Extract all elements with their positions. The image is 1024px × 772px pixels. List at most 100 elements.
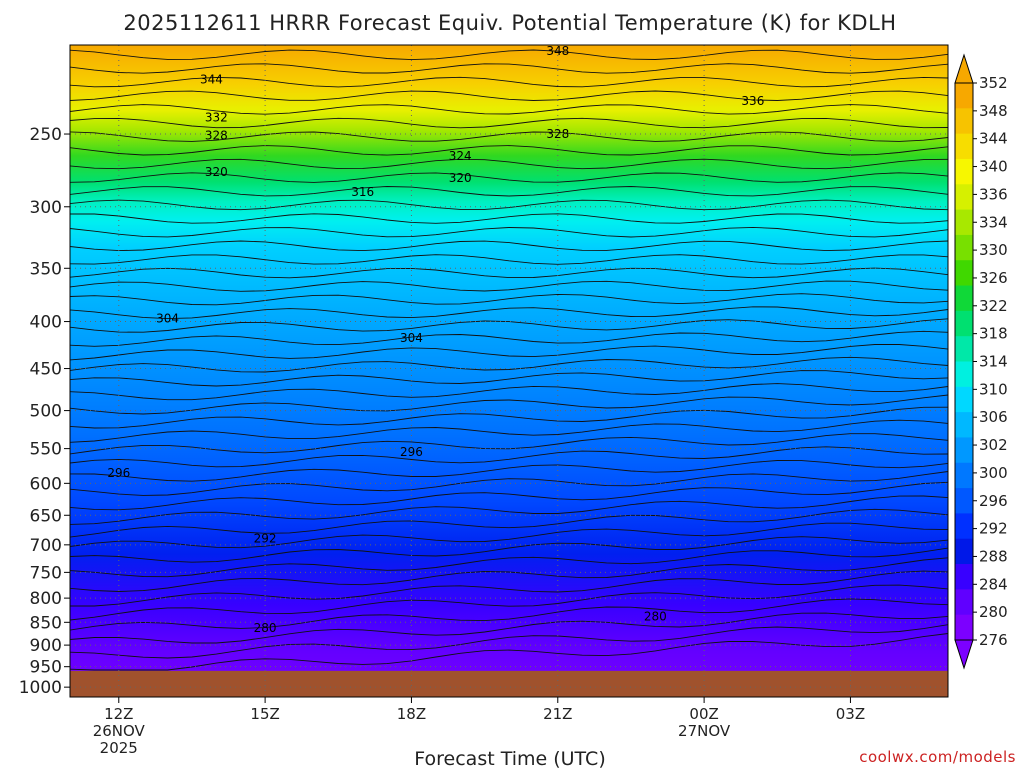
x-tick-label: 12Z bbox=[104, 705, 133, 723]
colorbar-label: 296 bbox=[979, 492, 1008, 510]
x-tick-label: 00Z bbox=[689, 705, 718, 723]
contour-line bbox=[69, 145, 949, 156]
contour-label: 324 bbox=[449, 149, 472, 163]
colorbar-label: 302 bbox=[979, 436, 1008, 454]
contour-label: 296 bbox=[107, 466, 130, 480]
contour-line bbox=[69, 306, 949, 320]
y-tick-label: 450 bbox=[30, 360, 62, 380]
contour-line bbox=[69, 104, 949, 115]
colorbar-segment bbox=[955, 361, 973, 388]
contour-label: 304 bbox=[400, 331, 423, 345]
colorbar-segment bbox=[955, 108, 973, 135]
colorbar-label: 326 bbox=[979, 269, 1008, 287]
colorbar-segment bbox=[955, 133, 973, 160]
contour-label: 328 bbox=[205, 129, 228, 143]
y-tick-label: 700 bbox=[30, 536, 62, 556]
contour-line bbox=[69, 90, 949, 101]
contour-line bbox=[69, 557, 949, 592]
contour-line bbox=[69, 172, 949, 183]
colorbar-segment bbox=[955, 437, 973, 464]
x-axis-title: Forecast Time (UTC) bbox=[414, 748, 605, 768]
y-tick-label: 600 bbox=[30, 474, 62, 494]
colorbar-segment bbox=[955, 513, 973, 540]
contour-label: 316 bbox=[351, 185, 374, 199]
y-tick-label: 1000 bbox=[19, 678, 62, 698]
contour-line bbox=[69, 612, 949, 644]
colorbar-label: 344 bbox=[979, 130, 1008, 148]
colorbar-label: 340 bbox=[979, 158, 1008, 176]
contour-label: 320 bbox=[449, 171, 472, 185]
colorbar-segment bbox=[955, 564, 973, 590]
contour-label: 304 bbox=[156, 312, 179, 326]
colorbar-segment bbox=[955, 83, 973, 109]
contour-line bbox=[69, 240, 949, 252]
colorbar-segment bbox=[955, 234, 973, 261]
colorbar-label: 314 bbox=[979, 353, 1008, 371]
colorbar-label: 300 bbox=[979, 464, 1008, 482]
chart-title: 2025112611 HRRR Forecast Equiv. Potentia… bbox=[123, 11, 896, 35]
contour-line bbox=[69, 63, 949, 74]
y-tick-label: 250 bbox=[30, 125, 62, 145]
contour-line bbox=[69, 536, 949, 563]
contour-line bbox=[69, 547, 949, 578]
colorbar-segment bbox=[955, 412, 973, 438]
colorbar-segment bbox=[955, 589, 973, 616]
plot-frame bbox=[69, 44, 949, 698]
colorbar-top-arrow bbox=[954, 53, 974, 84]
contour-line bbox=[69, 598, 949, 631]
colorbar-label: 284 bbox=[979, 575, 1008, 593]
x-tick-date-label: 27NOV bbox=[678, 722, 731, 740]
contour-line bbox=[69, 186, 949, 197]
colorbar-segment bbox=[955, 310, 973, 337]
x-tick-label: 21Z bbox=[543, 705, 572, 723]
contour-label: 292 bbox=[254, 532, 277, 546]
credit-text: coolwx.com/models bbox=[859, 748, 1016, 766]
colorbar-label: 348 bbox=[979, 102, 1008, 120]
y-tick-label: 350 bbox=[30, 259, 62, 279]
gridlines bbox=[70, 45, 948, 697]
contour-line bbox=[69, 267, 949, 279]
x-tick-label: 03Z bbox=[836, 705, 865, 723]
colorbar-segment bbox=[955, 260, 973, 287]
contour-line bbox=[69, 76, 949, 88]
colorbar-label: 292 bbox=[979, 520, 1008, 538]
contour-line bbox=[69, 624, 949, 659]
contour-line bbox=[69, 508, 949, 538]
contour-line bbox=[69, 370, 949, 387]
contour-line bbox=[69, 158, 949, 170]
contour-lines bbox=[69, 49, 949, 671]
contour-label: 296 bbox=[400, 445, 423, 459]
contour-line bbox=[69, 293, 949, 306]
contour-labels: 348 344 336 332 328 328 324 320 320 316 304 304 296 2… bbox=[107, 44, 764, 635]
contour-line bbox=[69, 344, 949, 361]
x-tick-label: 15Z bbox=[250, 705, 279, 723]
y-tick-label: 650 bbox=[30, 506, 62, 526]
y-tick-label: 500 bbox=[30, 402, 62, 422]
contour-line bbox=[69, 394, 949, 415]
x-tick-label: 18Z bbox=[397, 705, 426, 723]
colorbar-segment bbox=[955, 462, 973, 489]
colorbar-label: 334 bbox=[979, 213, 1008, 231]
contour-label: 332 bbox=[205, 111, 228, 125]
contour-label: 336 bbox=[741, 94, 764, 108]
colorbar-label: 288 bbox=[979, 547, 1008, 565]
contour-line bbox=[69, 280, 949, 292]
x-tick-year-label: 2025 bbox=[100, 739, 138, 757]
contour-label: 320 bbox=[205, 165, 228, 179]
contour-line bbox=[70, 213, 949, 224]
contour-line bbox=[69, 330, 949, 347]
colorbar: 352 348 344 340 336 334 330 326 322 318 314 310 306 3… bbox=[954, 53, 1008, 670]
colorbar-bottom-arrow bbox=[954, 639, 974, 670]
colorbar-segment bbox=[955, 538, 973, 565]
contour-line bbox=[69, 131, 949, 142]
contour-line bbox=[69, 49, 949, 61]
contour-label: 280 bbox=[254, 621, 277, 635]
y-tick-label: 550 bbox=[30, 440, 62, 460]
colorbar-segment bbox=[955, 488, 973, 514]
contour-line bbox=[69, 419, 949, 443]
y-tick-label: 850 bbox=[30, 613, 62, 633]
contour-line bbox=[69, 471, 949, 496]
contour-line bbox=[69, 254, 949, 265]
